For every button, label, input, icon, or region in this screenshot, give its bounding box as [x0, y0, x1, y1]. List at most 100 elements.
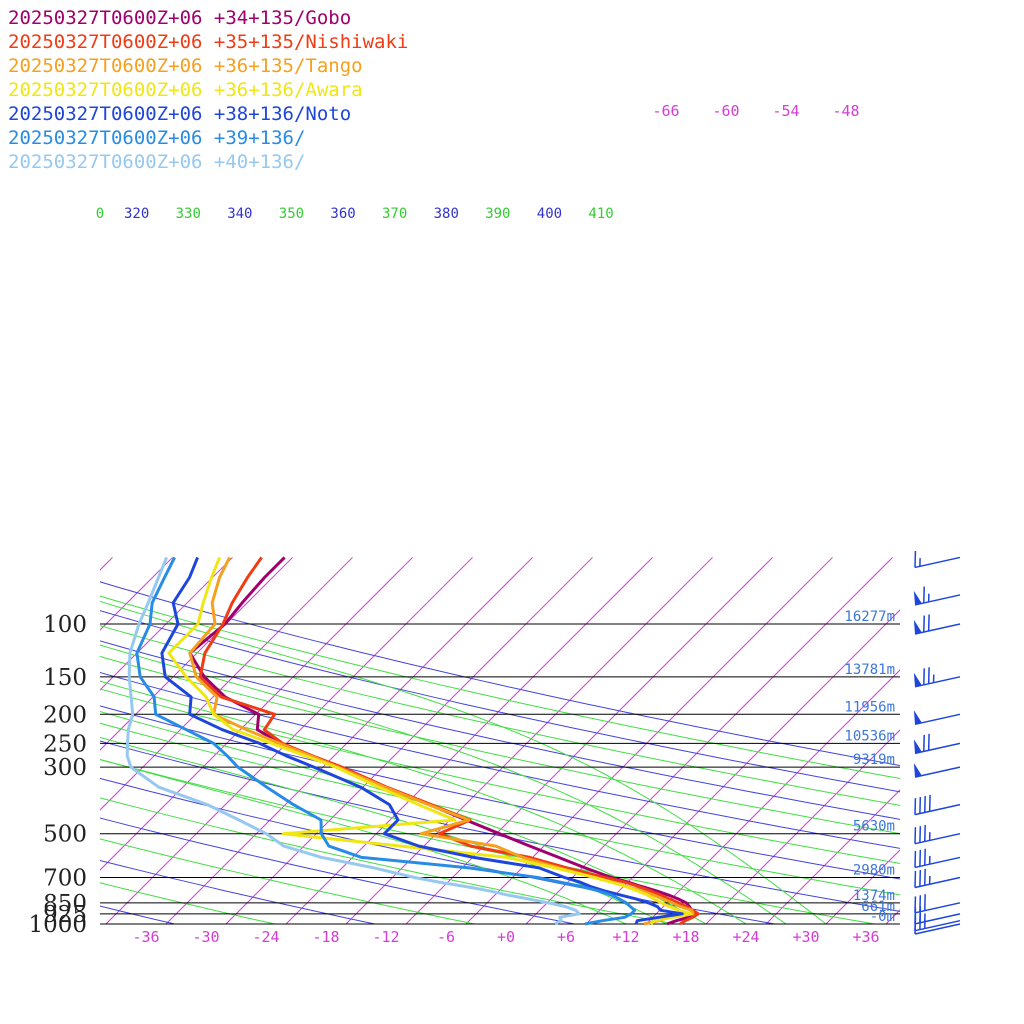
- wind-barb: [913, 710, 961, 726]
- wind-barb: [914, 906, 961, 925]
- temperature-tick-label: +0: [497, 928, 515, 946]
- theta-label: 370: [382, 206, 407, 222]
- isotherm-line: [465, 557, 833, 924]
- top-temperature-label: -66: [652, 102, 679, 120]
- temperature-tick-label: +12: [612, 928, 639, 946]
- moist-adiabat-line: [100, 759, 627, 924]
- dry-adiabat-line: [100, 797, 678, 924]
- height-label: 1374m: [853, 888, 895, 904]
- temperature-tick-label: -18: [312, 928, 339, 946]
- theta-label: 390: [485, 206, 510, 222]
- isotherm-line: [100, 557, 233, 691]
- dry-adiabat-line: [100, 838, 478, 924]
- theta-label: 400: [537, 206, 562, 222]
- temperature-tick-label: +24: [732, 928, 759, 946]
- wind-barb: [914, 848, 961, 869]
- dry-adiabat-line: [100, 817, 578, 924]
- dry-adiabat-line: [100, 595, 900, 780]
- pressure-label: 500: [43, 822, 87, 848]
- isotherm-line: [765, 789, 900, 924]
- dry-adiabat-line: [100, 640, 900, 820]
- isotherm-line: [105, 557, 473, 924]
- temperature-tick-label: -6: [437, 928, 455, 946]
- wind-barb: [914, 894, 961, 914]
- pressure-label: 1000: [28, 912, 87, 938]
- isotherm-line: [645, 669, 900, 924]
- top-temperature-label: -60: [712, 102, 739, 120]
- temperature-tick-label: -30: [192, 928, 219, 946]
- isotherm-line: [885, 909, 900, 924]
- height-label: 2980m: [853, 863, 895, 879]
- pressure-label: 100: [43, 612, 87, 638]
- top-temperature-label: -54: [772, 102, 799, 120]
- theta-label: 350: [279, 206, 304, 222]
- pressure-label: 200: [43, 702, 87, 728]
- pressure-label: 925: [43, 902, 87, 928]
- legend-entry: 20250327T0600Z+06 +36+136/Awara: [8, 79, 363, 101]
- theta-label: 360: [330, 206, 355, 222]
- moist-adiabat-line: [100, 711, 707, 924]
- wind-barb: [914, 917, 961, 935]
- wind-barb: [913, 614, 961, 635]
- pressure-label: 150: [43, 665, 87, 691]
- dry-adiabat-line: [100, 581, 900, 767]
- height-label: -0m: [870, 909, 895, 925]
- height-label: 10536m: [844, 728, 895, 744]
- isotherm-line: [100, 557, 413, 871]
- dry-adiabat-line: [100, 625, 900, 806]
- moist-adiabat-line: [100, 680, 747, 924]
- moist-adiabat-line: [100, 600, 827, 924]
- height-label: 661m: [861, 899, 895, 915]
- isotherm-line: [100, 557, 173, 631]
- dry-adiabat-line: [100, 688, 900, 864]
- temperature-tick-label: +36: [852, 928, 879, 946]
- series-line-1: [188, 556, 694, 926]
- height-label: 9319m: [853, 752, 895, 768]
- dry-adiabat-line: [100, 610, 900, 793]
- wind-barb: [913, 586, 961, 606]
- legend-entry: 20250327T0600Z+06 +36+135/Tango: [8, 55, 363, 77]
- isotherm-line: [225, 557, 593, 924]
- wind-barb: [913, 733, 961, 755]
- isotherm-line: [705, 729, 900, 924]
- wind-barb: [913, 763, 961, 778]
- dry-adiabat-line: [100, 777, 778, 924]
- theta-label: 380: [434, 206, 459, 222]
- wind-barb: [913, 667, 961, 688]
- series-line-4: [167, 556, 693, 926]
- legend-entry: 20250327T0600Z+06 +34+135/Gobo: [8, 7, 351, 29]
- theta-label: 340: [227, 206, 252, 222]
- legend-entry: 20250327T0600Z+06 +40+136/: [8, 151, 305, 173]
- pressure-label: 850: [43, 891, 87, 917]
- moist-adiabat-line: [100, 644, 787, 924]
- isotherm-line: [100, 557, 353, 811]
- pressure-label: 300: [43, 755, 87, 781]
- pressure-label: 700: [43, 866, 87, 892]
- dry-adiabat-line: [100, 671, 900, 849]
- wind-barb: [914, 868, 961, 889]
- isotherm-line: [825, 849, 900, 924]
- series-line-6: [135, 556, 637, 926]
- temperature-tick-label: -24: [252, 928, 279, 946]
- series-line-7: [125, 556, 581, 926]
- temperature-tick-label: +6: [557, 928, 575, 946]
- dry-adiabat-line: [100, 740, 900, 912]
- isotherm-line: [165, 557, 533, 924]
- height-label: 16277m: [844, 609, 895, 625]
- top-temperature-label: -48: [832, 102, 859, 120]
- legend-entry: 20250327T0600Z+06 +39+136/: [8, 127, 305, 149]
- wind-barb: [914, 550, 961, 569]
- temperature-tick-label: +18: [672, 928, 699, 946]
- pressure-label: 250: [43, 731, 87, 757]
- temperature-tick-label: -36: [132, 928, 159, 946]
- theta-label: 320: [124, 206, 149, 222]
- temperature-tick-label: +30: [792, 928, 819, 946]
- theta-label: 410: [588, 206, 613, 222]
- theta-label: 330: [176, 206, 201, 222]
- theta-label: 0: [96, 206, 104, 222]
- dry-adiabat-line: [100, 655, 900, 835]
- height-label: 5630m: [853, 819, 895, 835]
- height-label: 13781m: [844, 662, 895, 678]
- wind-barb: [914, 825, 961, 845]
